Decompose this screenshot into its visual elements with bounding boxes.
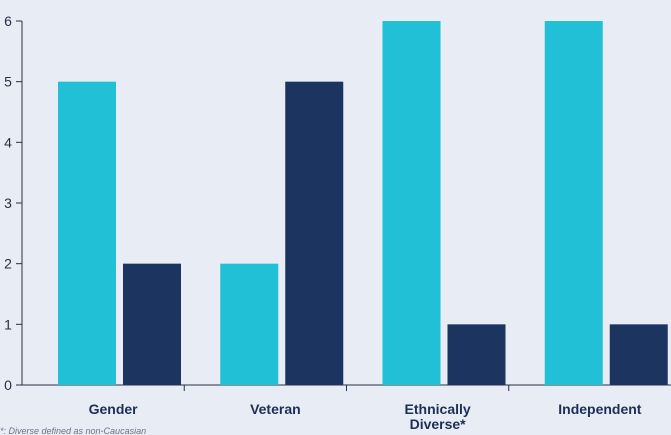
y-tick-label: 1 — [4, 316, 12, 332]
bar-2-4 — [609, 324, 668, 385]
bar-2-1 — [123, 263, 181, 385]
x-category-label: Gender — [89, 401, 139, 417]
y-tick-label: 2 — [4, 256, 12, 272]
y-tick-label: 3 — [4, 195, 12, 211]
x-category-label: Veteran — [250, 401, 301, 417]
x-category-label: Ethnically Diverse* — [405, 401, 471, 432]
y-tick-label: 0 — [4, 377, 12, 393]
bar-1-3 — [382, 21, 441, 385]
chart-labels: Gender Veteran Ethnically Diverse* Independe… — [89, 401, 642, 432]
chart-bars — [58, 21, 668, 386]
y-tick-label: 5 — [4, 74, 12, 90]
bar-1-2 — [220, 263, 279, 385]
y-tick-label: 6 — [4, 13, 12, 29]
bar-2-2 — [285, 81, 344, 386]
chart-footnote: *: Diverse defined as non-Caucasian — [0, 426, 146, 435]
bar-2-3 — [447, 324, 506, 385]
bar-1-4 — [544, 21, 603, 385]
x-category-label: Independent — [558, 401, 642, 417]
bar-1-1 — [58, 81, 116, 386]
y-tick-label: 4 — [4, 134, 12, 150]
